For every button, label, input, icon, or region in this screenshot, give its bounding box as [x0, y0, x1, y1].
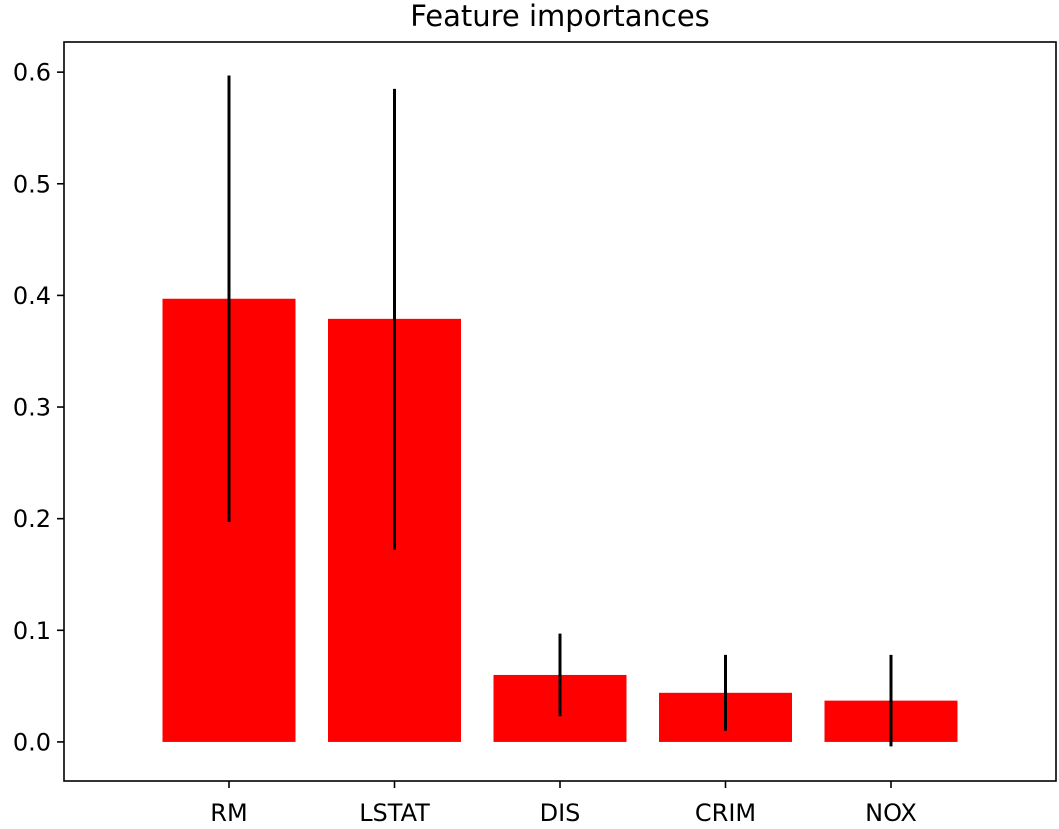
y-tick-label: 0.2	[13, 505, 51, 533]
x-tick-label: RM	[210, 799, 247, 827]
y-tick-label: 0.3	[13, 394, 51, 422]
y-tick-label: 0.0	[13, 728, 51, 756]
x-tick-label: LSTAT	[359, 799, 430, 827]
y-axis: 0.0 0.1 0.2 0.3 0.4 0.5 0.6	[13, 59, 64, 756]
y-tick-label: 0.4	[13, 282, 51, 310]
x-tick-label: CRIM	[695, 799, 756, 827]
chart-title: Feature importances	[410, 0, 710, 33]
y-tick-label: 0.1	[13, 617, 51, 645]
x-axis: RM LSTAT DIS CRIM NOX	[210, 781, 917, 827]
x-tick-label: DIS	[540, 799, 581, 827]
error-bars-layer	[227, 75, 893, 747]
y-tick-label: 0.5	[13, 170, 51, 198]
x-tick-label: NOX	[865, 799, 917, 827]
y-tick-label: 0.6	[13, 59, 51, 87]
